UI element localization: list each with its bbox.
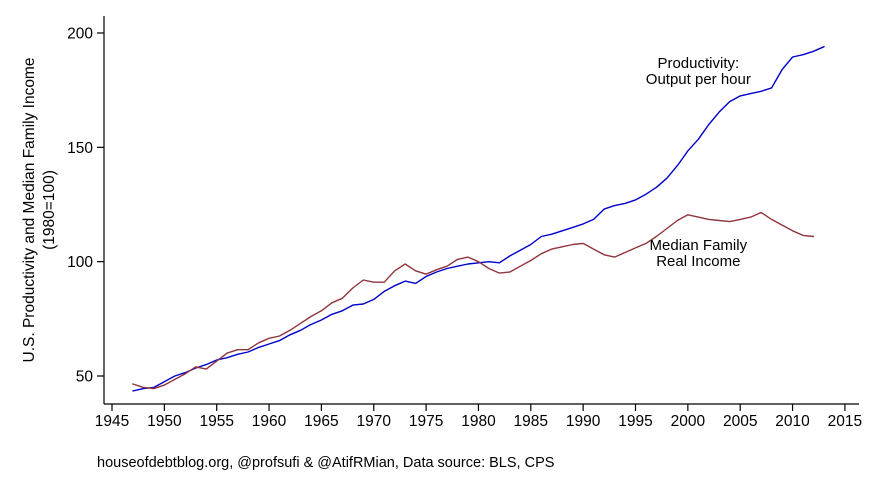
x-tick-label: 1970 xyxy=(357,413,392,430)
productivity-series-label: Productivity: Output per hour xyxy=(645,54,751,88)
y-axis-subtitle: (1980=100) xyxy=(41,170,58,250)
y-axis-title: U.S. Productivity and Median Family Inco… xyxy=(21,57,38,363)
x-tick-label: 2015 xyxy=(828,413,862,430)
x-tick-label: 2000 xyxy=(671,413,706,430)
x-tick-label: 1950 xyxy=(147,413,182,430)
x-tick-label: 1990 xyxy=(566,413,601,430)
y-tick-label: 100 xyxy=(67,254,93,271)
axes-group: 50 100 150 200 1945 1950 1955 1960 1965 1970 1975 1… xyxy=(67,16,862,430)
x-tick-label: 1965 xyxy=(304,413,338,430)
source-note: houseofdebtblog.org, @profsufi & @AtifRM… xyxy=(97,455,555,471)
x-tick-label: 1945 xyxy=(95,413,129,430)
x-tick-label: 1980 xyxy=(461,413,496,430)
x-tick-label: 1975 xyxy=(409,413,443,430)
series-line-median-income xyxy=(132,211,815,390)
y-tick-label: 200 xyxy=(67,25,93,42)
x-tick-label: 2010 xyxy=(775,413,810,430)
series-line-productivity xyxy=(132,46,825,392)
x-tick-label: 2005 xyxy=(723,413,757,430)
x-tick-label: 1960 xyxy=(252,413,287,430)
income-series-label: Median Family Real Income xyxy=(649,236,748,270)
x-tick-label: 1995 xyxy=(618,413,652,430)
y-tick-label: 150 xyxy=(67,140,93,157)
x-tick-label: 1955 xyxy=(199,413,233,430)
y-tick-label: 50 xyxy=(76,369,94,386)
series-group xyxy=(132,46,825,392)
x-tick-label: 1985 xyxy=(514,413,548,430)
